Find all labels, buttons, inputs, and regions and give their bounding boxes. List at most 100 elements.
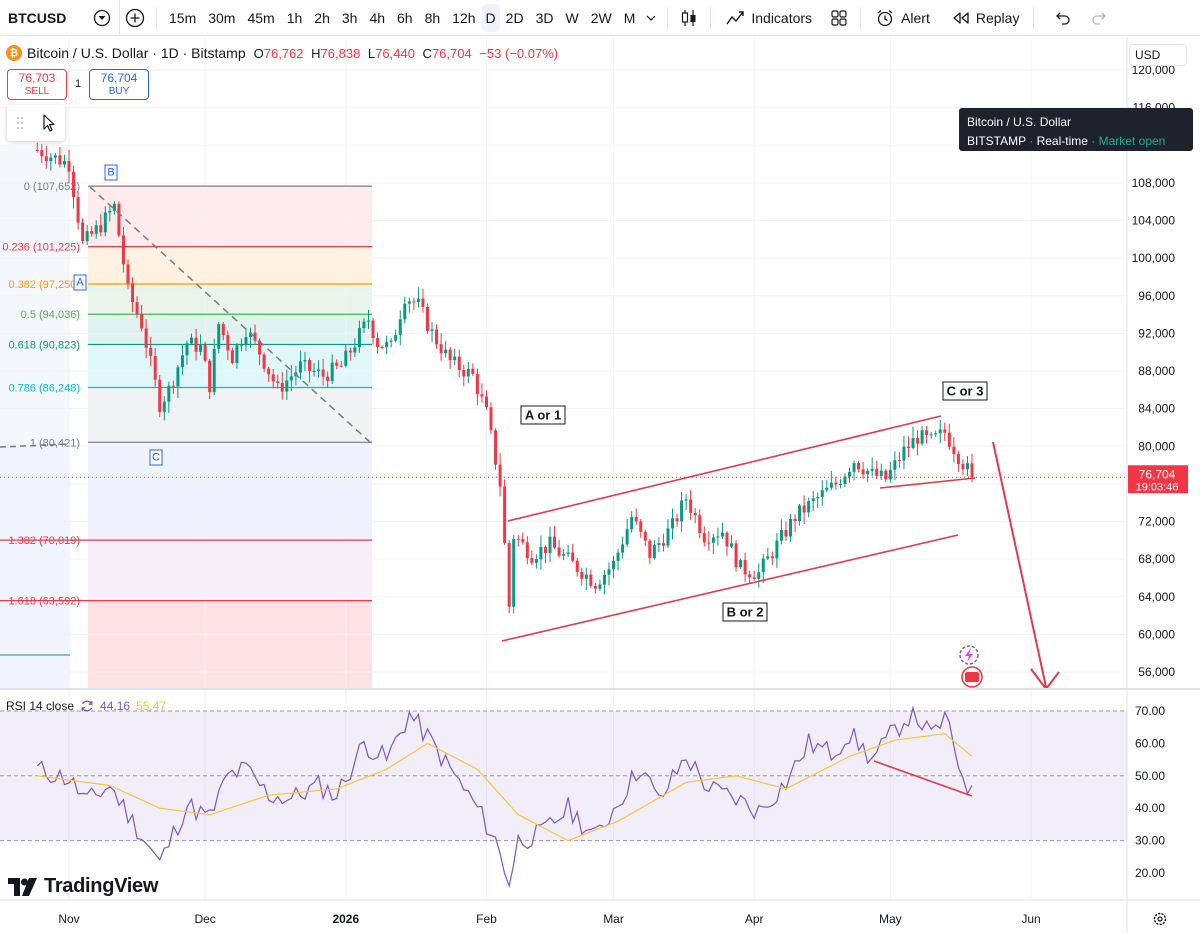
candle-body: [857, 463, 861, 470]
interval-3h[interactable]: 3h: [341, 9, 358, 26]
candle-body: [770, 556, 774, 559]
refresh-icon[interactable]: [80, 699, 94, 713]
toolbar-divider: [667, 6, 669, 29]
candle-body: [190, 337, 194, 344]
interval-2d[interactable]: 2D: [505, 9, 524, 26]
candle-body: [276, 381, 280, 383]
redo-button[interactable]: [1084, 0, 1114, 36]
currency-selector[interactable]: USD: [1129, 44, 1187, 66]
candle-body: [249, 332, 253, 337]
tooltip-status: Market open: [1098, 134, 1166, 148]
candle-body: [748, 574, 752, 578]
interval-2w[interactable]: 2W: [590, 9, 612, 26]
chart-canvas[interactable]: 0 (107,652) 0.236 (101,225) 0.382 (97,250)…: [0, 37, 1200, 933]
drawing-toolbar[interactable]: [7, 105, 65, 141]
candle-body: [675, 518, 679, 522]
candle-body: [612, 560, 616, 570]
candle-body: [403, 303, 407, 320]
interval-3d[interactable]: 3D: [535, 9, 554, 26]
drag-handle-icon[interactable]: [16, 116, 24, 130]
interval-w[interactable]: W: [565, 9, 579, 26]
undo-icon: [1056, 12, 1071, 25]
flag-icon: [965, 672, 979, 682]
candle-body: [952, 446, 956, 455]
candle-body: [693, 512, 697, 516]
replay-button[interactable]: Replay: [944, 0, 1028, 36]
interval-45m[interactable]: 45m: [247, 9, 275, 26]
candle-body: [217, 324, 221, 349]
candle-body: [321, 369, 325, 377]
candle-body: [280, 382, 284, 392]
candle-body: [221, 324, 225, 336]
interval-12h[interactable]: 12h: [452, 9, 476, 26]
sell-button[interactable]: 76,703 SELL: [7, 69, 67, 100]
candle-body: [271, 374, 275, 382]
interval-30m[interactable]: 30m: [208, 9, 236, 26]
candle-body: [285, 380, 289, 392]
settings-gear-icon[interactable]: [1153, 912, 1167, 926]
price-tick-label: 84,000: [1138, 402, 1175, 416]
tooltip-dot: ·: [1029, 134, 1037, 148]
candle-body: [902, 446, 906, 461]
candle-body: [630, 516, 634, 530]
candle-body: [548, 536, 552, 554]
interval-m[interactable]: M: [623, 9, 636, 26]
chart-type-button[interactable]: [674, 0, 704, 36]
fib-pivot-c-label-box: [149, 449, 163, 466]
indicators-button[interactable]: Indicators: [717, 0, 820, 36]
buy-button[interactable]: 76,704 BUY: [89, 69, 149, 100]
symbol-tooltip: Bitcoin / U.S. Dollar BITSTAMP · Real-ti…: [959, 108, 1193, 151]
undo-button[interactable]: [1048, 0, 1078, 36]
interval-4h[interactable]: 4h: [369, 9, 386, 26]
price-tick-label: 60,000: [1138, 627, 1175, 641]
interval-6h[interactable]: 6h: [397, 9, 413, 26]
candle-body: [775, 540, 779, 559]
chevron-down-icon: [646, 15, 656, 21]
alert-button[interactable]: Alert: [867, 0, 938, 36]
chart-legend: ₿ Bitcoin / U.S. Dollar · 1D · Bitstamp …: [6, 45, 562, 61]
candle-body: [357, 328, 361, 348]
rsi-legend: RSI 14 close 44.16 55.47: [6, 699, 166, 713]
interval-dropdown[interactable]: [641, 0, 661, 36]
candle-body: [784, 530, 788, 537]
close-value: 76,704: [431, 45, 472, 61]
templates-button[interactable]: [824, 0, 854, 36]
chart-area[interactable]: 0 (107,652) 0.236 (101,225) 0.382 (97,250)…: [0, 37, 1200, 933]
candle-body: [593, 585, 597, 589]
top-toolbar: BTCUSD 15m 30m 45m 1h 2h 3h 4h 6h 8h 12h D 2D 3D W 2W M…: [0, 0, 1200, 36]
toolbar-divider: [156, 6, 157, 29]
candle-body: [298, 361, 302, 373]
time-tick-label: May: [879, 912, 902, 926]
close-label: C: [422, 45, 432, 61]
candle-body: [916, 438, 920, 444]
candle-body: [525, 542, 529, 559]
candle-body: [666, 528, 670, 546]
cursor-arrow-icon[interactable]: [42, 114, 56, 132]
candle-body: [580, 571, 584, 579]
symbol-search[interactable]: BTCUSD: [0, 0, 120, 36]
time-tick-label: Mar: [603, 912, 624, 926]
fib-label-0.236: 0.236 (101,225): [2, 242, 80, 254]
interval-1h[interactable]: 1h: [286, 9, 303, 26]
candle-body: [185, 343, 189, 356]
candle-body: [947, 432, 951, 447]
candle-body: [289, 376, 293, 381]
candle-body: [897, 460, 901, 462]
interval-d[interactable]: D: [481, 3, 500, 32]
price-tick-label: 96,000: [1138, 289, 1175, 303]
fib-label-1.382: 1.382 (70,019): [8, 535, 80, 547]
trade-quantity[interactable]: 1: [75, 78, 82, 90]
interval-2h[interactable]: 2h: [314, 9, 330, 26]
candle-body: [258, 340, 262, 355]
rsi-divergence-line: [873, 760, 973, 797]
interval-8h[interactable]: 8h: [424, 9, 441, 26]
time-tick-label: Apr: [745, 912, 764, 926]
price-tick-label: 104,000: [1132, 214, 1176, 228]
compare-button[interactable]: [120, 0, 150, 36]
rewind-icon: [953, 11, 969, 24]
symbol-options-icon[interactable]: [93, 9, 111, 27]
candle-body: [566, 552, 570, 555]
symbol-label: BTCUSD: [8, 9, 67, 26]
interval-15m[interactable]: 15m: [169, 9, 197, 26]
candle-body: [171, 385, 175, 387]
